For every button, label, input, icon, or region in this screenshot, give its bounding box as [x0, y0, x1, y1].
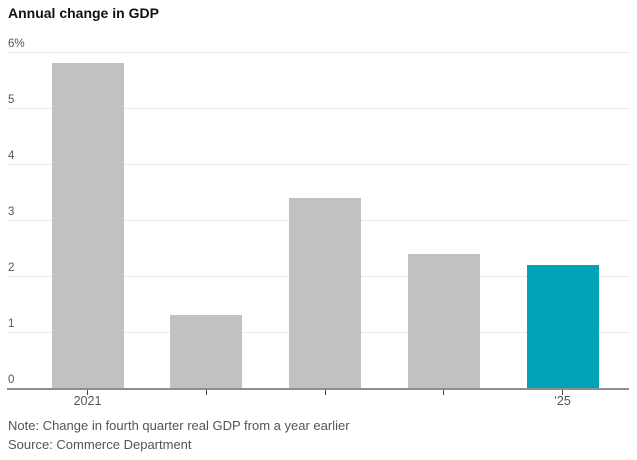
bar-2023: [289, 197, 361, 388]
chart-title: Annual change in GDP: [8, 5, 159, 21]
x-axis-baseline: [7, 388, 629, 390]
y-axis-label-0: 0: [8, 374, 15, 386]
y-axis-label-1: 1: [8, 318, 15, 330]
bar-2024: [407, 253, 480, 388]
chart-source: Source: Commerce Department: [8, 437, 192, 452]
bar-2021: [51, 63, 124, 388]
bar-2025: [526, 264, 599, 388]
y-axis-label-2: 2: [8, 262, 15, 274]
x-axis-tick-2025: [562, 390, 563, 395]
gridline-4: [7, 164, 629, 165]
x-axis-tick-2024: [443, 390, 445, 395]
x-axis-tick-2023: [324, 390, 326, 395]
chart-note: Note: Change in fourth quarter real GDP …: [8, 418, 350, 433]
x-axis-tick-2022: [205, 390, 207, 395]
y-axis-label-5: 5: [8, 94, 15, 106]
x-axis-label-2021: 2021: [73, 394, 102, 408]
gridline-5: [7, 108, 629, 109]
gridline-6%: [7, 52, 629, 53]
x-axis-label-2025: ’25: [554, 394, 571, 408]
x-axis-tick-2021: [87, 390, 88, 395]
y-axis-label-3: 3: [8, 206, 15, 218]
bar-2022: [170, 315, 243, 388]
y-axis-label-6%: 6%: [8, 38, 25, 50]
y-axis-label-4: 4: [8, 150, 15, 162]
